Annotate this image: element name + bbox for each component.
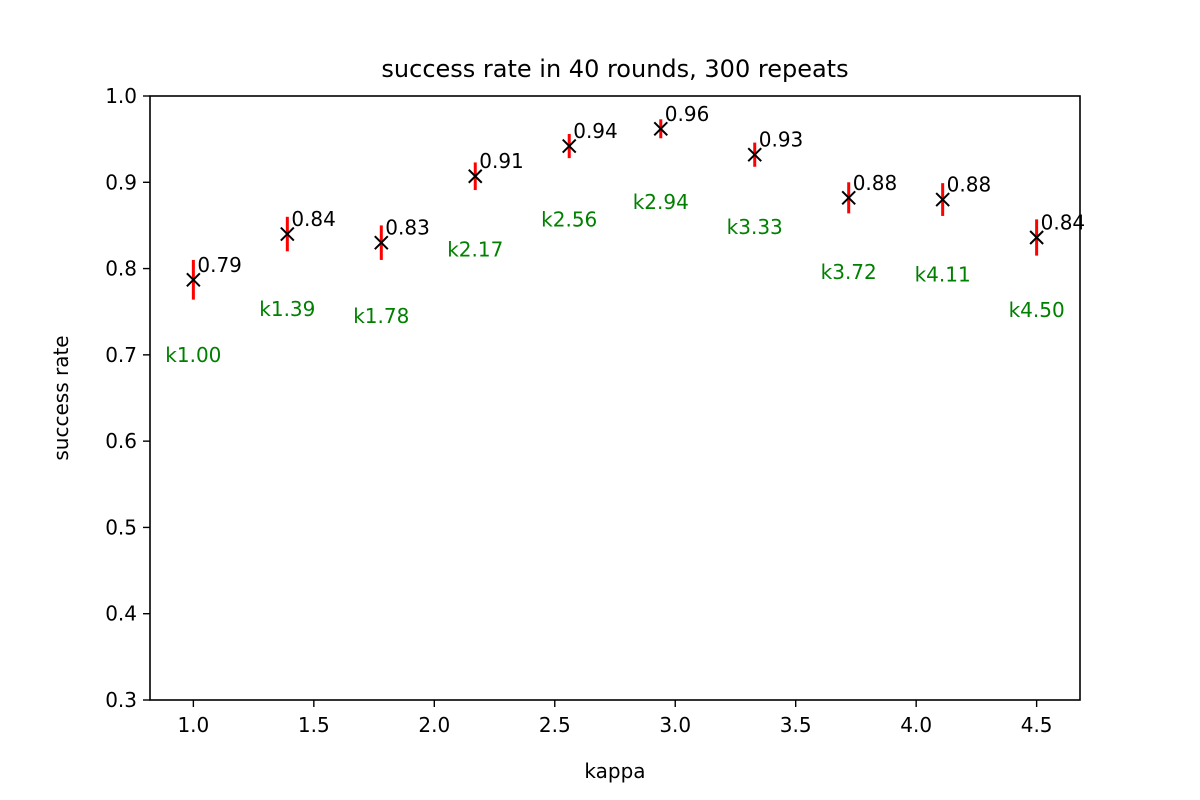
kappa-annotation: k4.11 [915, 263, 971, 287]
y-tick-label: 0.7 [105, 343, 137, 367]
data-point-marker [653, 121, 668, 136]
kappa-annotation: k1.78 [353, 304, 409, 328]
y-tick-label: 0.9 [105, 170, 137, 194]
x-tick-label: 2.0 [418, 713, 450, 737]
data-point-marker [562, 138, 577, 154]
x-axis-label: kappa [584, 759, 645, 783]
data-point-marker [1029, 230, 1044, 245]
y-axis-label: success rate [49, 335, 73, 460]
x-tick-label: 1.0 [177, 713, 209, 737]
data-value-label: 0.93 [759, 128, 804, 152]
marker-stroke [747, 147, 762, 162]
kappa-annotation: k1.00 [165, 343, 221, 367]
marker-stroke [653, 121, 668, 136]
x-tick-label: 3.0 [659, 713, 691, 737]
kappa-annotation: k1.39 [259, 297, 315, 321]
kappa-annotation: k2.17 [447, 238, 503, 262]
plot-frame [149, 95, 1081, 701]
data-point-marker [841, 190, 856, 206]
kappa-annotation: k2.94 [633, 190, 689, 214]
data-point-marker [280, 226, 295, 242]
kappa-annotation: k3.33 [727, 215, 783, 239]
x-tick-label: 4.5 [1021, 713, 1053, 737]
marker-stroke [374, 235, 389, 250]
plot-area: 1.0 1.5 2.0 2.5 3.0 3.5 4.0 4.5 0.3 0.4 0.5 0.6 0.7 0… [105, 84, 1085, 737]
marker-stroke [562, 138, 577, 154]
y-tick-label: 0.4 [105, 602, 137, 626]
data-value-label: 0.91 [479, 149, 524, 173]
marker-stroke [935, 192, 950, 207]
data-value-label: 0.79 [197, 253, 242, 277]
y-tick-label: 1.0 [105, 84, 137, 108]
data-value-label: 0.94 [573, 119, 618, 143]
data-point-marker [935, 192, 950, 207]
data-value-label: 0.96 [665, 102, 710, 126]
marker-stroke [280, 226, 295, 242]
data-value-label: 0.84 [291, 207, 336, 231]
y-tick-label: 0.3 [105, 688, 137, 712]
marker-stroke [186, 272, 201, 287]
y-tick-label: 0.5 [105, 515, 137, 539]
y-tick-label: 0.6 [105, 429, 137, 453]
chart-title: success rate in 40 rounds, 300 repeats [381, 55, 848, 83]
data-value-label: 0.88 [947, 173, 992, 197]
kappa-annotation: k2.56 [541, 207, 597, 231]
kappa-annotation: k3.72 [821, 260, 877, 284]
marker-stroke [841, 190, 856, 206]
x-tick-label: 2.5 [539, 713, 571, 737]
y-tick-label: 0.8 [105, 257, 137, 281]
marker-stroke [1029, 230, 1044, 245]
data-point-marker [468, 169, 483, 184]
data-value-label: 0.83 [385, 216, 430, 240]
data-point-marker [747, 147, 762, 162]
x-tick-label: 1.5 [298, 713, 330, 737]
data-value-label: 0.84 [1041, 211, 1086, 235]
x-tick-label: 4.0 [900, 713, 932, 737]
x-tick-label: 3.5 [780, 713, 812, 737]
data-value-label: 0.88 [853, 171, 898, 195]
marker-stroke [468, 169, 483, 184]
kappa-annotation: k4.50 [1009, 298, 1065, 322]
data-point-marker [186, 272, 201, 287]
data-point-marker [374, 235, 389, 250]
